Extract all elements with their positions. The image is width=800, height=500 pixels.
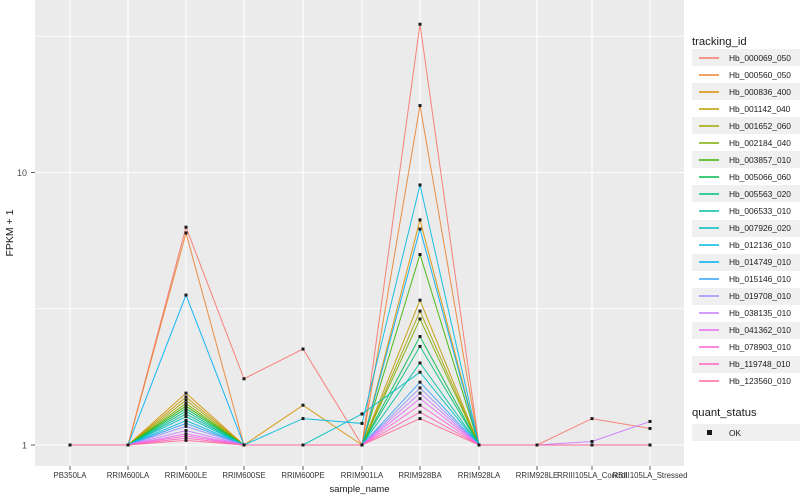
svg-text:1: 1 [22, 441, 27, 451]
